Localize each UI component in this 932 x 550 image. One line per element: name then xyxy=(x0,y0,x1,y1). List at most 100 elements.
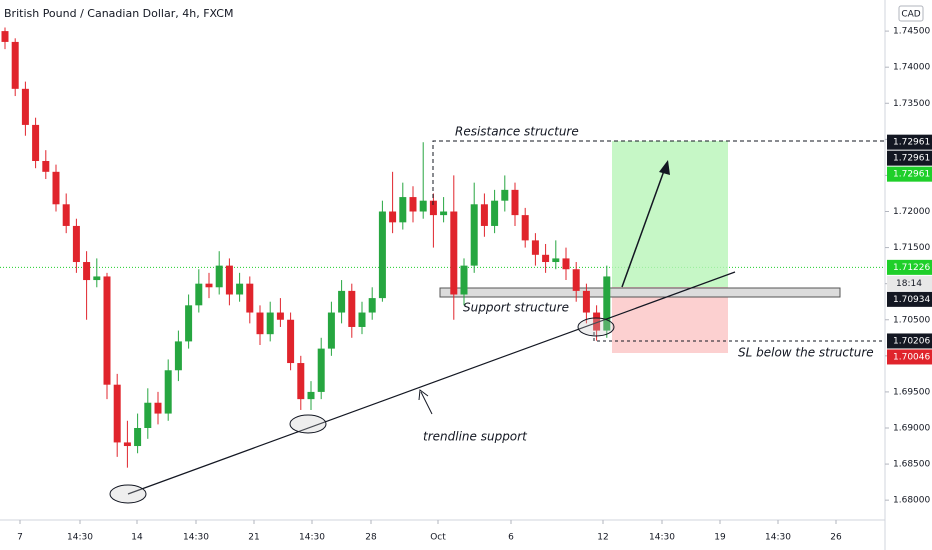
candle-body xyxy=(134,427,142,447)
candle-body xyxy=(266,312,274,335)
arrow-head xyxy=(659,160,670,175)
candle-body xyxy=(123,442,131,447)
x-tick-label: 7 xyxy=(17,533,23,543)
candle-body xyxy=(297,363,305,400)
touch-ellipse xyxy=(109,484,147,504)
x-tick-label: 14:30 xyxy=(765,533,791,543)
candle-body xyxy=(501,189,509,201)
annotation: trendline support xyxy=(423,430,528,444)
candle-body xyxy=(11,41,19,89)
candle-body xyxy=(409,197,417,212)
annotation: Resistance structure xyxy=(455,125,579,139)
y-tick-label: 1.69500 xyxy=(893,387,930,397)
candle-body xyxy=(348,290,356,327)
candle-body xyxy=(1,31,9,42)
candle-body xyxy=(470,204,478,266)
price-label-bg xyxy=(887,291,932,307)
price-label-bg xyxy=(887,134,932,150)
candle-body xyxy=(276,312,284,320)
candle-body xyxy=(113,384,121,443)
resistance-line xyxy=(432,140,885,205)
candle-body xyxy=(307,391,315,400)
currency-box xyxy=(898,5,924,22)
candle-body xyxy=(338,290,346,313)
price-label-bg xyxy=(887,150,932,166)
x-tick-label: 28 xyxy=(365,533,377,543)
candle-body xyxy=(195,283,203,306)
annotation: SL below the structure xyxy=(738,346,874,360)
y-tick-label: 1.72000 xyxy=(893,207,930,217)
candle-body xyxy=(174,341,182,371)
candle-body xyxy=(552,258,560,263)
candle-body xyxy=(205,283,213,288)
candle-body xyxy=(582,290,590,313)
x-tick-label: 21 xyxy=(248,533,259,543)
candle-body xyxy=(83,262,91,281)
currency: CAD xyxy=(901,10,920,20)
candle-body xyxy=(72,225,80,263)
candle-body xyxy=(32,124,40,161)
candle-body xyxy=(246,283,254,313)
chart-title: British Pound / Canadian Dollar, 4h, FXC… xyxy=(4,7,233,20)
candle-body xyxy=(389,211,397,223)
candle-body xyxy=(491,200,499,226)
candle-body xyxy=(572,269,580,291)
candle-body xyxy=(93,276,101,281)
x-tick-label: 12 xyxy=(597,533,608,543)
touch-ellipse xyxy=(289,414,327,434)
candle-body xyxy=(52,171,60,205)
annotation: Support structure xyxy=(463,301,569,315)
candle-body xyxy=(185,305,193,342)
candle-body xyxy=(164,370,172,414)
price-label: 1.72961 xyxy=(893,138,930,148)
candle-body xyxy=(236,283,244,295)
candle-body xyxy=(42,160,50,172)
candle-body xyxy=(21,88,29,125)
touch-ellipse xyxy=(577,317,615,337)
y-tick-label: 1.69000 xyxy=(893,423,930,433)
candle-body xyxy=(154,402,162,414)
y-tick-label: 1.74500 xyxy=(893,27,930,37)
pointer-arrow xyxy=(420,391,433,415)
y-tick-label: 1.73500 xyxy=(893,99,930,109)
candle-body xyxy=(521,215,529,241)
candle-body xyxy=(358,312,366,327)
price-label: 1.71226 xyxy=(893,263,930,273)
candle-body xyxy=(317,348,325,392)
candle-body xyxy=(215,265,223,288)
y-tick-label: 1.71500 xyxy=(893,243,930,253)
target-arrow xyxy=(621,167,666,288)
candle-body xyxy=(399,197,407,223)
x-tick-label: 14:30 xyxy=(649,533,675,543)
y-tick-label: 1.74000 xyxy=(893,63,930,73)
price-label-bg xyxy=(887,166,932,182)
x-tick-label: 14 xyxy=(131,533,143,543)
candle-body xyxy=(225,265,233,295)
price-label: 1.70206 xyxy=(893,336,930,346)
candle-body xyxy=(440,211,448,216)
countdown: 18:14 xyxy=(896,279,922,289)
support-box xyxy=(439,287,841,298)
sl-line xyxy=(593,332,885,342)
price-label: 1.70046 xyxy=(893,352,930,362)
pointer-head xyxy=(418,389,429,401)
x-tick-label: 26 xyxy=(830,533,842,543)
price-label: 1.72961 xyxy=(893,170,930,180)
y-tick-label: 1.68500 xyxy=(893,460,930,470)
price-label-bg xyxy=(887,333,932,349)
plot-area xyxy=(0,27,885,504)
candle-body xyxy=(287,319,295,364)
candle-body xyxy=(562,258,570,270)
candle-body xyxy=(256,312,264,335)
candle-body xyxy=(450,211,458,295)
countdown-bg xyxy=(887,275,932,291)
price-label: 1.70934 xyxy=(893,295,930,305)
candle-body xyxy=(460,265,468,295)
price-label: 1.72961 xyxy=(893,154,930,164)
price-label-bg xyxy=(887,349,932,365)
candle-body xyxy=(531,240,539,255)
x-tick-label: 19 xyxy=(714,533,726,543)
candle-body xyxy=(368,298,376,313)
y-tick-label: 1.68000 xyxy=(893,496,930,506)
